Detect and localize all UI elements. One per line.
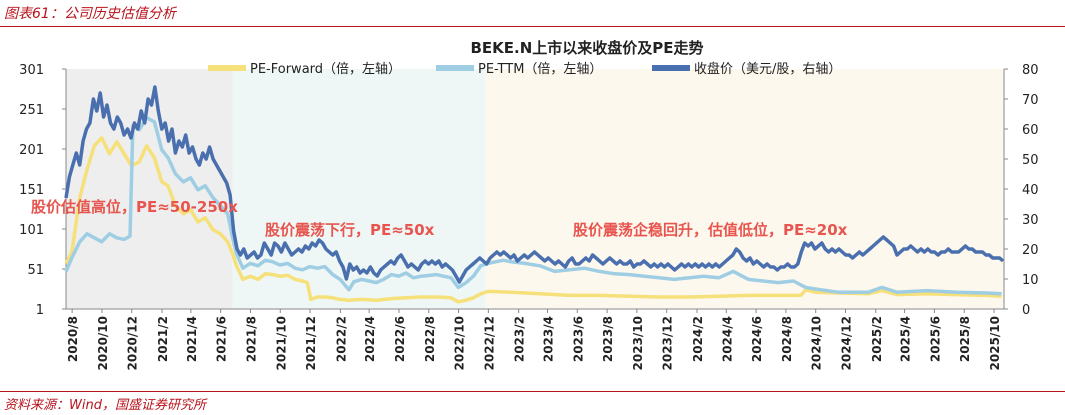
caption-rule xyxy=(0,26,1065,27)
y-right-tick-label: 30 xyxy=(1022,213,1039,228)
x-tick-label: 2025/4 xyxy=(899,316,913,362)
x-tick-label: 2025/10 xyxy=(988,316,1002,370)
y-right-tick-label: 50 xyxy=(1022,153,1039,168)
y-left-tick-label: 51 xyxy=(27,263,44,278)
legend-label-1: PE-TTM（倍，左轴） xyxy=(478,62,602,77)
x-tick-label: 2020/12 xyxy=(126,316,140,370)
x-tick-label: 2021/10 xyxy=(274,316,288,370)
x-tick-label: 2023/6 xyxy=(571,316,585,362)
x-tick-label: 2022/10 xyxy=(453,316,467,370)
x-tick-label: 2021/2 xyxy=(156,316,170,362)
x-tick-label: 2020/8 xyxy=(66,316,80,362)
chart-legend: PE-Forward（倍，左轴） PE-TTM（倍，左轴） 收盘价（美元/股，右轴） xyxy=(208,61,841,77)
chart-series xyxy=(64,85,1005,304)
y-right-tick-label: 10 xyxy=(1022,273,1039,288)
x-tick-label: 2024/8 xyxy=(780,316,794,362)
y-right-tick-label: 0 xyxy=(1022,303,1030,318)
series-line-1 xyxy=(64,116,1002,296)
x-tick-label: 2023/10 xyxy=(631,316,645,370)
legend-label-2: 收盘价（美元/股，右轴） xyxy=(694,61,841,77)
x-tick-label: 2020/10 xyxy=(96,316,110,370)
y-right-tick-label: 40 xyxy=(1022,183,1039,198)
y-left-tick-label: 151 xyxy=(19,183,44,198)
x-tick-label: 2023/8 xyxy=(601,316,615,362)
chart-axes: 151101151201251301010203040506070802020/… xyxy=(19,63,1038,370)
x-tick-label: 2025/2 xyxy=(870,316,884,362)
x-tick-label: 2024/4 xyxy=(720,316,734,362)
y-right-tick-label: 80 xyxy=(1022,63,1039,78)
series-line-0 xyxy=(64,136,1002,304)
x-tick-label: 2022/8 xyxy=(423,316,437,362)
y-left-tick-label: 101 xyxy=(19,223,44,238)
x-tick-label: 2022/12 xyxy=(482,316,496,370)
x-tick-label: 2025/8 xyxy=(958,316,972,362)
chart-title: BEKE.N上市以来收盘价及PE走势 xyxy=(470,39,703,57)
legend-swatch-0 xyxy=(208,65,246,71)
x-tick-label: 2025/6 xyxy=(928,316,942,362)
x-tick-label: 2022/6 xyxy=(393,316,407,362)
legend-swatch-2 xyxy=(652,65,690,71)
y-right-tick-label: 20 xyxy=(1022,243,1039,258)
x-tick-label: 2021/4 xyxy=(185,316,199,362)
x-tick-label: 2023/2 xyxy=(513,316,527,362)
y-right-tick-label: 60 xyxy=(1022,123,1039,138)
x-tick-label: 2023/4 xyxy=(541,316,555,362)
x-tick-label: 2024/10 xyxy=(810,316,824,370)
region-annotation: 股价震荡企稳回升，估值低位，PE≈20x xyxy=(573,221,848,239)
legend-label-0: PE-Forward（倍，左轴） xyxy=(250,62,401,77)
x-tick-label: 2021/8 xyxy=(244,316,258,362)
y-left-tick-label: 251 xyxy=(19,103,44,118)
y-left-tick-label: 1 xyxy=(36,303,44,318)
source-note: 资料来源：Wind，国盛证券研究所 xyxy=(4,398,206,413)
region-band xyxy=(485,69,1004,309)
x-tick-label: 2022/4 xyxy=(363,316,377,362)
y-right-tick-label: 70 xyxy=(1022,93,1039,108)
y-left-tick-label: 201 xyxy=(19,143,44,158)
region-annotations: 股价估值高位，PE≈50-250x 股价震荡下行，PE≈50x 股价震荡企稳回升，估… xyxy=(31,198,848,239)
x-tick-label: 2024/6 xyxy=(750,316,764,362)
x-tick-label: 2023/12 xyxy=(661,316,675,370)
legend-swatch-1 xyxy=(436,65,474,71)
x-tick-label: 2021/12 xyxy=(304,316,318,370)
x-tick-label: 2024/12 xyxy=(839,316,853,370)
y-left-tick-label: 301 xyxy=(19,63,44,78)
x-tick-label: 2022/2 xyxy=(334,316,348,362)
x-tick-label: 2024/2 xyxy=(691,316,705,362)
series-line-2 xyxy=(64,85,1005,284)
x-tick-label: 2021/6 xyxy=(215,316,229,362)
region-annotation: 股价震荡下行，PE≈50x xyxy=(265,221,435,239)
region-band xyxy=(66,69,233,309)
source-rule xyxy=(0,391,1065,392)
figure-caption: 图表61：公司历史估值分析 xyxy=(4,6,176,22)
region-annotation: 股价估值高位，PE≈50-250x xyxy=(31,198,238,216)
